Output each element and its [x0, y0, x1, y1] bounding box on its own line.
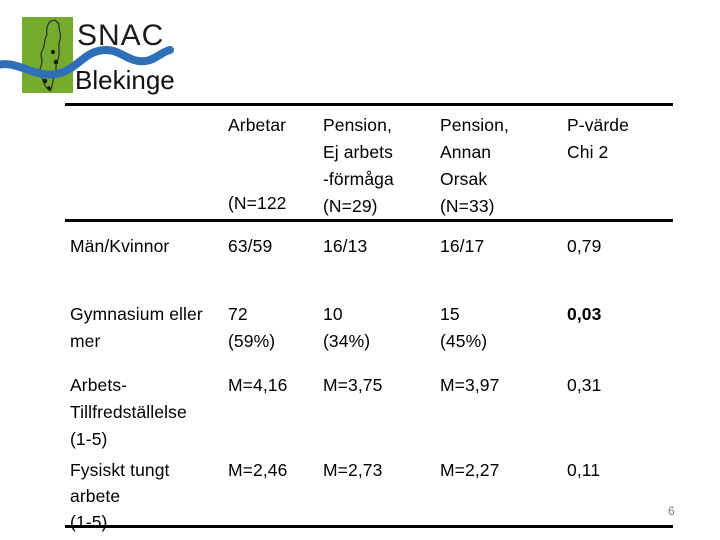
header-cell-pension-ej-arbetsformaga: Pension, Ej arbets -förmåga (N=29): [323, 115, 394, 216]
cell-p-value: 0,03: [567, 304, 602, 324]
header-cell-arbetar: Arbetar (N=122: [223, 106, 318, 220]
header-arbetar-n: (N=122: [228, 193, 287, 213]
logo-snac-text: SNAC: [77, 19, 164, 52]
row-label: Arbets- Tillfredställelse (1-5): [70, 375, 187, 449]
snac-blekinge-logo: SNAC Blekinge: [0, 4, 185, 104]
header-cell-empty: [65, 106, 223, 220]
cell-pension-annan: M=3,97: [440, 375, 500, 395]
cell-pension-ej: M=3,75: [323, 375, 383, 395]
table-row: Män/Kvinnor 63/59 16/13 16/17 0,79: [65, 222, 673, 295]
cell-pension-annan: 15 (45%): [440, 304, 488, 351]
table-row: Arbets- Tillfredställelse (1-5) M=4,16 M…: [65, 365, 673, 451]
table-header-row: Arbetar (N=122 Pension, Ej arbets -förmå…: [65, 106, 673, 222]
header-arbetar-label: Arbetar: [228, 115, 287, 135]
logo-green-rect: [22, 17, 73, 93]
cell-pension-ej: 10 (34%): [323, 304, 371, 351]
row-label: Gymnasium eller mer: [70, 304, 203, 351]
map-dot-icon: [50, 49, 56, 55]
cell-pension-annan: 16/17: [440, 236, 485, 256]
logo-wave-icon: [0, 45, 174, 79]
results-table: Arbetar (N=122 Pension, Ej arbets -förmå…: [65, 103, 673, 532]
row-label: Fysiskt tungt arbete (1-5): [70, 460, 170, 532]
logo-graphic: SNAC Blekinge: [0, 17, 175, 95]
logo-blekinge-text: Blekinge: [75, 65, 175, 95]
cell-pension-annan: M=2,27: [440, 460, 500, 480]
cell-pension-ej: 16/13: [323, 236, 368, 256]
cell-arbetar: 72 (59%): [228, 304, 276, 351]
map-dot-icon: [42, 78, 48, 84]
cell-p-value: 0,79: [567, 236, 602, 256]
row-label: Män/Kvinnor: [70, 236, 170, 256]
header-cell-p-varde: P-värde Chi 2: [567, 115, 629, 162]
cell-arbetar: 63/59: [228, 236, 273, 256]
cell-arbetar: M=4,16: [228, 375, 288, 395]
table-row: Gymnasium eller mer 72 (59%) 10 (34%) 15…: [65, 295, 673, 365]
map-dot-icon: [53, 59, 59, 65]
map-dot-icon: [47, 86, 51, 90]
cell-p-value: 0,31: [567, 375, 602, 395]
header-cell-pension-annan-orsak: Pension, Annan Orsak (N=33): [440, 115, 509, 216]
page-number: 6: [668, 504, 675, 518]
table-row: Fysiskt tungt arbete (1-5) M=2,46 M=2,73…: [65, 451, 673, 532]
cell-pension-ej: M=2,73: [323, 460, 383, 480]
cell-arbetar: M=2,46: [228, 460, 288, 480]
cell-p-value: 0,11: [567, 460, 601, 480]
